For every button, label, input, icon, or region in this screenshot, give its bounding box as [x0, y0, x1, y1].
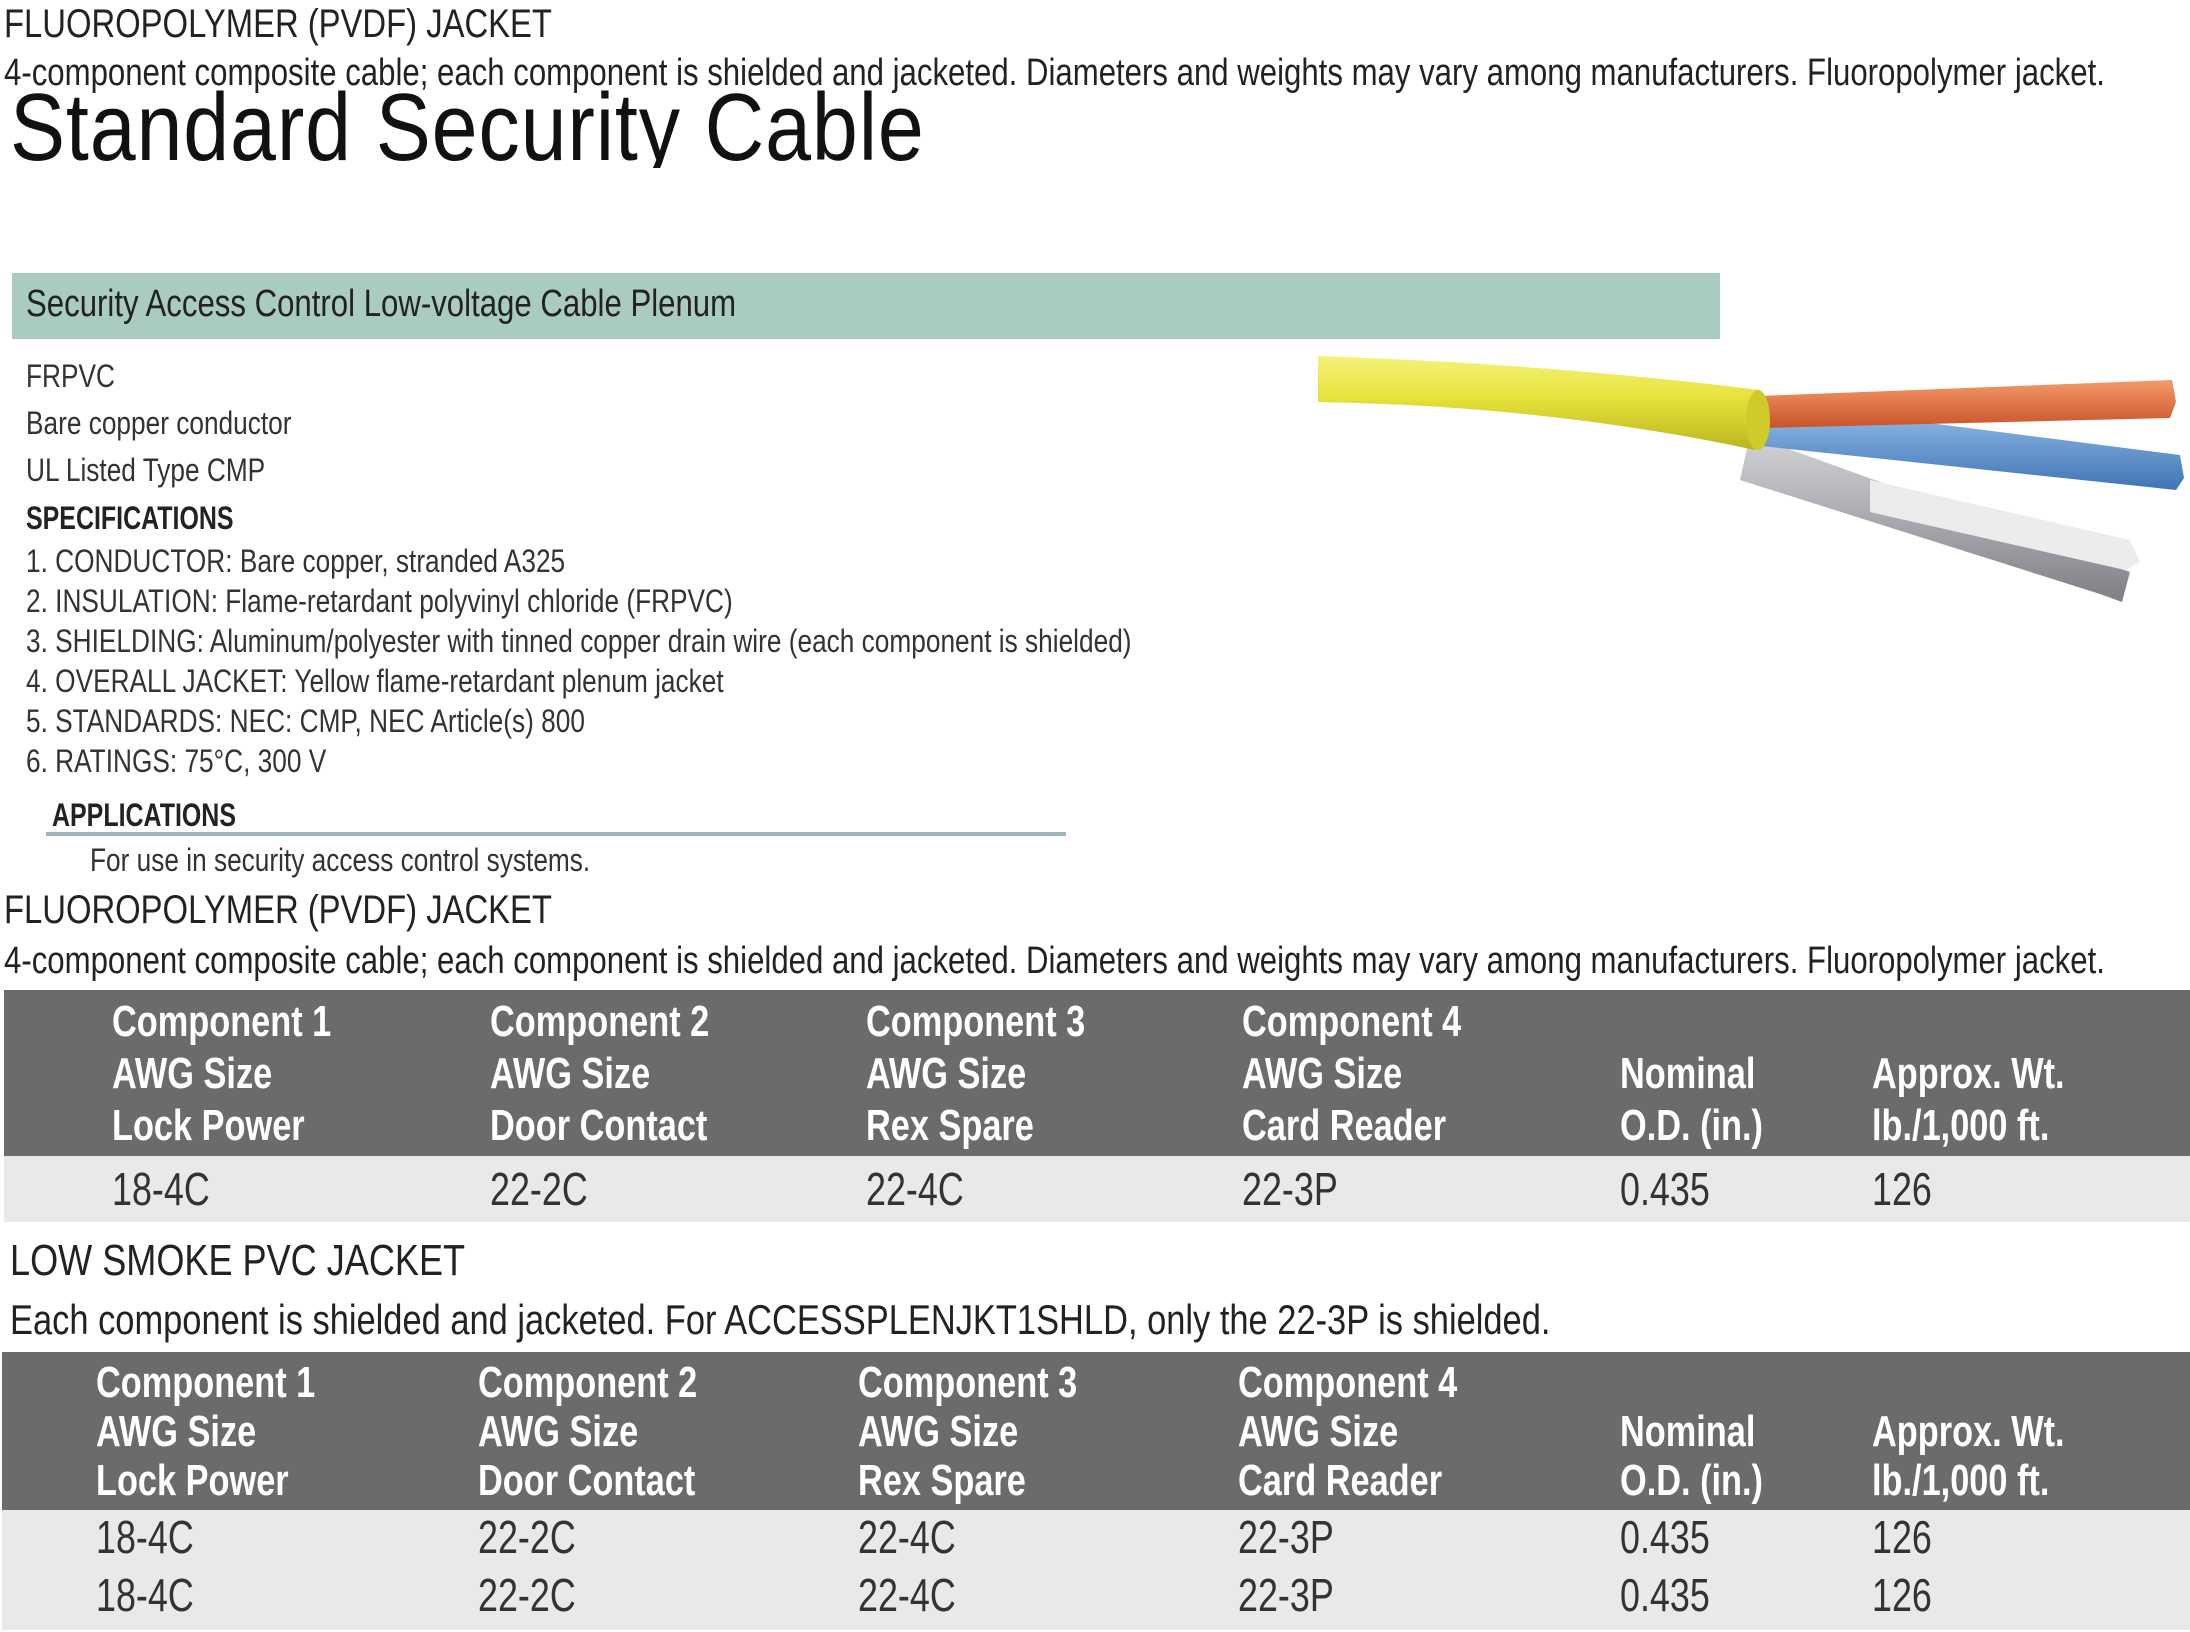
- white-wire: [1870, 480, 2140, 570]
- spec-item: 6. RATINGS: 75°C, 300 V: [26, 743, 326, 780]
- spec-text: OVERALL JACKET: Yellow flame-retardant p…: [55, 663, 724, 699]
- column-header-component4: Component 4 AWG Size Card Reader: [1238, 1358, 1458, 1505]
- feature-listing: UL Listed Type CMP: [26, 452, 266, 488]
- spec-text: CONDUCTOR: Bare copper, stranded A325: [55, 543, 566, 579]
- column-header-component2: Component 2 AWG Size Door Contact: [490, 997, 710, 1150]
- spec-item: 2. INSULATION: Flame-retardant polyvinyl…: [26, 583, 733, 620]
- column-header-component2: Component 2 AWG Size Door Contact: [478, 1358, 698, 1505]
- column-header-component4: Component 4 AWG Size Card Reader: [1242, 997, 1462, 1150]
- cell-approx-weight: 126: [1872, 1163, 1932, 1215]
- spec-text: INSULATION: Flame-retardant polyvinyl ch…: [55, 583, 733, 619]
- applications-text: For use in security access control syste…: [90, 842, 591, 878]
- spec-item: 1. CONDUCTOR: Bare copper, stranded A325: [26, 543, 565, 580]
- column-header-component3: Component 3 AWG Size Rex Spare: [858, 1358, 1078, 1505]
- top-jacket-heading: FLUOROPOLYMER (PVDF) JACKET: [4, 2, 552, 46]
- column-header-component1: Component 1 AWG Size Lock Power: [112, 997, 332, 1150]
- spec-number: 1.: [26, 543, 48, 579]
- page-title: Standard Security Cable: [10, 80, 925, 168]
- cell-component1: 18-4C: [96, 1569, 194, 1621]
- specifications-heading: SPECIFICATIONS: [26, 500, 234, 536]
- column-header-approx-weight: Approx. Wt. lb./1,000 ft.: [1872, 1407, 2065, 1505]
- cell-component4: 22-3P: [1238, 1511, 1334, 1563]
- spec-number: 6.: [26, 743, 48, 779]
- cell-component1: 18-4C: [112, 1163, 210, 1215]
- cell-component4: 22-3P: [1242, 1163, 1338, 1215]
- spec-number: 5.: [26, 703, 48, 739]
- section2-heading: LOW SMOKE PVC JACKET: [10, 1236, 466, 1285]
- cell-component2: 22-2C: [478, 1511, 576, 1563]
- table-header: Component 1 AWG Size Lock Power Component …: [2, 1352, 2190, 1510]
- section1-description: 4-component composite cable; each compon…: [4, 940, 2105, 982]
- spec-text: STANDARDS: NEC: CMP, NEC Article(s) 800: [55, 703, 585, 739]
- column-header-component3: Component 3 AWG Size Rex Spare: [866, 997, 1086, 1150]
- table-header: Component 1 AWG Size Lock Power Component …: [4, 990, 2190, 1156]
- top-description: 4-component composite cable; each compon…: [4, 52, 2105, 94]
- table-body: 18-4C 22-2C 22-4C 22-3P 0.435 126 18-4C …: [2, 1510, 2190, 1630]
- applications-rule: [46, 832, 1066, 836]
- spec-number: 3.: [26, 623, 48, 659]
- spec-item: 4. OVERALL JACKET: Yellow flame-retardan…: [26, 663, 724, 700]
- feature-frpvc: FRPVC: [26, 358, 115, 394]
- cell-component3: 22-4C: [858, 1569, 956, 1621]
- column-header-approx-weight: Approx. Wt. lb./1,000 ft.: [1872, 1049, 2065, 1150]
- orange-wire: [1760, 380, 2176, 428]
- section1-table: Component 1 AWG Size Lock Power Component …: [4, 990, 2190, 1222]
- column-header-nominal-od: Nominal O.D. (in.): [1620, 1049, 1763, 1150]
- yellow-jacket: [1318, 356, 1760, 450]
- cell-component2: 22-2C: [490, 1163, 588, 1215]
- column-header-nominal-od: Nominal O.D. (in.): [1620, 1407, 1763, 1505]
- product-banner: Security Access Control Low-voltage Cabl…: [12, 273, 1720, 339]
- section2-description: Each component is shielded and jacketed.…: [10, 1296, 1551, 1343]
- cell-component1: 18-4C: [96, 1511, 194, 1563]
- cell-nominal-od: 0.435: [1620, 1569, 1710, 1621]
- cell-component3: 22-4C: [866, 1163, 964, 1215]
- jacket-end: [1746, 390, 1770, 450]
- spec-item: 3. SHIELDING: Aluminum/polyester with ti…: [26, 623, 1132, 660]
- feature-conductor: Bare copper conductor: [26, 405, 292, 441]
- banner-label: Security Access Control Low-voltage Cabl…: [26, 283, 737, 325]
- cable-image: [1318, 356, 2184, 602]
- spec-number: 4.: [26, 663, 48, 699]
- section2-table: Component 1 AWG Size Lock Power Component …: [2, 1352, 2190, 1630]
- spec-item: 5. STANDARDS: NEC: CMP, NEC Article(s) 8…: [26, 703, 585, 740]
- cell-nominal-od: 0.435: [1620, 1163, 1710, 1215]
- spec-text: RATINGS: 75°C, 300 V: [55, 743, 327, 779]
- cell-approx-weight: 126: [1872, 1511, 1932, 1563]
- cell-component4: 22-3P: [1238, 1569, 1334, 1621]
- section1-heading: FLUOROPOLYMER (PVDF) JACKET: [4, 888, 552, 932]
- cell-component3: 22-4C: [858, 1511, 956, 1563]
- column-header-component1: Component 1 AWG Size Lock Power: [96, 1358, 316, 1505]
- spec-text: SHIELDING: Aluminum/polyester with tinne…: [55, 623, 1132, 659]
- table-row: 18-4C 22-2C 22-4C 22-3P 0.435 126: [4, 1156, 2190, 1222]
- cell-component2: 22-2C: [478, 1569, 576, 1621]
- spec-number: 2.: [26, 583, 48, 619]
- cell-approx-weight: 126: [1872, 1569, 1932, 1621]
- applications-heading: APPLICATIONS: [52, 797, 236, 833]
- cell-nominal-od: 0.435: [1620, 1511, 1710, 1563]
